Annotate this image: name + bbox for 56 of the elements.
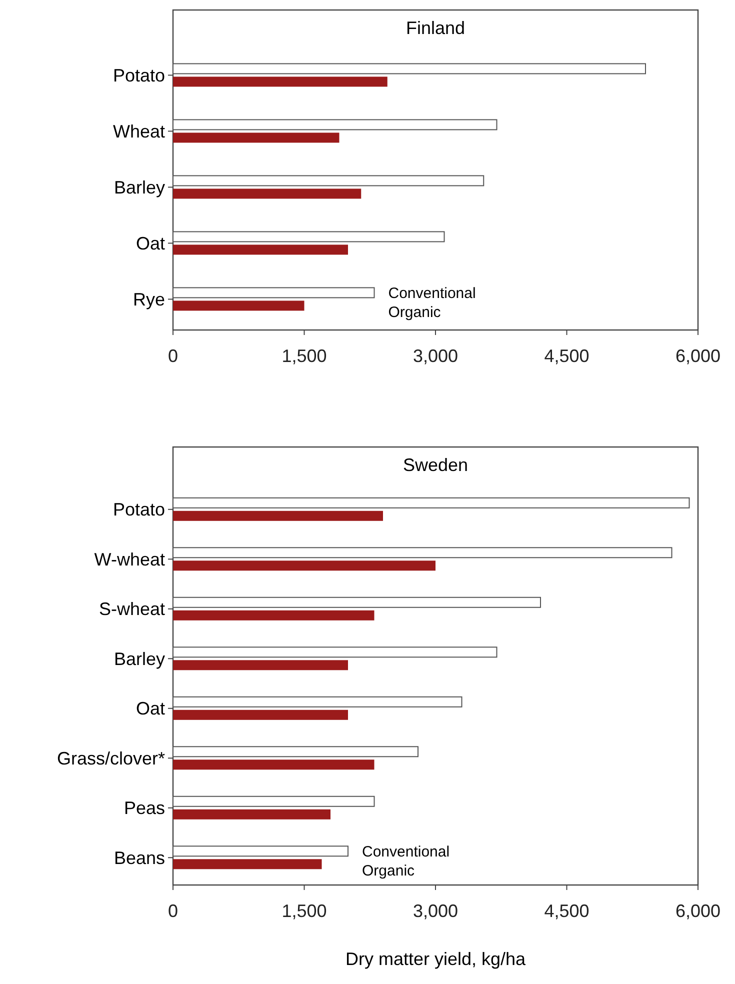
y-tick-label: Barley	[114, 178, 165, 198]
y-tick-label: Potato	[112, 66, 165, 86]
bar	[172, 231, 445, 242]
bar	[173, 188, 362, 199]
x-tick-label: 4,500	[544, 346, 590, 366]
bar	[173, 510, 383, 521]
x-tick-label: 1,500	[282, 346, 327, 366]
y-tick-label: Peas	[124, 798, 165, 818]
x-tick-label: 0	[168, 346, 178, 366]
y-tick-label: Potato	[112, 500, 165, 520]
bar	[172, 696, 462, 708]
bar	[173, 300, 304, 311]
x-axis-title: Dry matter yield, kg/ha	[345, 949, 527, 969]
bar	[173, 244, 348, 255]
bar	[172, 119, 498, 130]
series-label: Conventional	[388, 284, 476, 302]
y-tick-label: W-wheat	[94, 549, 165, 570]
y-tick-label: Oat	[136, 698, 165, 719]
chart-title: Sweden	[402, 455, 468, 475]
text: Organic	[388, 304, 442, 321]
bar	[172, 646, 498, 658]
text: Organic	[362, 862, 416, 880]
bar	[173, 710, 348, 720]
bar	[172, 846, 348, 857]
bar	[173, 859, 322, 870]
series-label: Conventional	[362, 843, 450, 860]
y-tick-label: Grass/clover*	[56, 748, 165, 768]
bar	[172, 796, 375, 807]
x-tick-label: 6,000	[675, 901, 721, 921]
bar	[172, 497, 690, 508]
bar	[172, 175, 484, 186]
bar	[173, 610, 374, 620]
bar	[173, 760, 374, 770]
bar	[172, 63, 646, 74]
bar	[173, 76, 388, 87]
x-tick-label: 0	[168, 901, 178, 921]
x-tick-label: 3,000	[412, 901, 458, 921]
bar	[173, 132, 340, 143]
bar	[172, 547, 672, 558]
bar	[173, 560, 436, 571]
bar	[172, 746, 418, 758]
y-tick-label: Wheat	[112, 122, 165, 142]
x-tick-label: 1,500	[282, 901, 327, 921]
bar	[172, 287, 375, 298]
y-tick-label: Barley	[114, 648, 165, 669]
y-tick-label: Beans	[114, 848, 165, 868]
chart-title: Finland	[406, 18, 466, 38]
x-tick-label: 6,000	[675, 346, 721, 366]
x-tick-label: 3,000	[412, 346, 458, 366]
y-tick-label: S-wheat	[98, 599, 165, 620]
x-tick-label: 4,500	[544, 901, 590, 921]
bar	[173, 809, 330, 820]
bar	[172, 596, 541, 608]
y-tick-label: Rye	[132, 290, 165, 310]
bar	[173, 660, 348, 670]
y-tick-label: Oat	[136, 234, 165, 254]
